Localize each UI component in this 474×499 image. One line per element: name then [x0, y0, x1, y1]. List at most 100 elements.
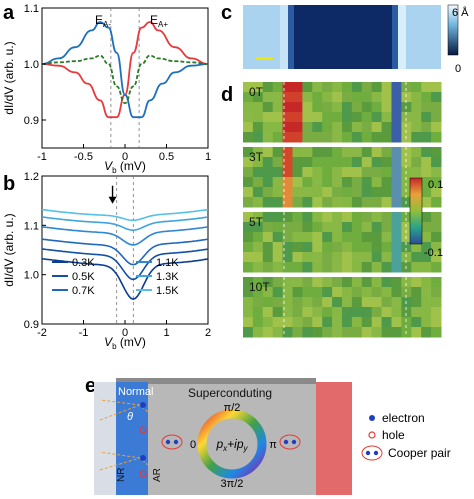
- plot-frame-b: [41, 175, 209, 325]
- wheel-label-left: 0: [190, 439, 196, 451]
- hole-marker: [139, 426, 147, 434]
- y-tick-label: 1.0: [24, 270, 39, 282]
- colorbar-d-max: 0.1: [428, 179, 443, 191]
- panel-c: c 6 Å 0: [221, 2, 469, 75]
- wheel-center-label: px+ipy: [215, 437, 248, 453]
- x-ticks-a: -1 -0.5 0 0.5 1: [37, 144, 211, 163]
- annotation-e-a-plus: EA+: [150, 13, 168, 29]
- field-label: 10T: [249, 280, 270, 294]
- legend-hole-label: hole: [382, 428, 405, 442]
- x-axis-label-b: Vb (mV): [104, 335, 146, 351]
- cooper-pair-right: [279, 434, 301, 450]
- x-tick-label: 0.5: [159, 151, 174, 163]
- legend-label: 1.5K: [156, 285, 179, 297]
- superconductor-top-edge: [116, 378, 316, 384]
- series-group-a: [41, 21, 209, 119]
- x-tick-label: -1: [37, 151, 47, 163]
- colorbar-d-min: -0.1: [424, 247, 443, 259]
- field-label: 3T: [249, 150, 264, 164]
- panel-letter-c: c: [221, 2, 232, 24]
- conductance-map-0T: 0T: [243, 82, 442, 143]
- nr-label: NR: [116, 468, 127, 482]
- legend-b: 0.3K 0.5K 0.7K 1.1K 1.3K 1.5K: [52, 257, 179, 297]
- field-label: 0T: [249, 85, 264, 99]
- plot-frame-a: [41, 7, 209, 149]
- superconductor-block: [116, 382, 316, 495]
- panel-a: a -1 -0.5 0 0.5 1 0.91.01.1 EA- EA+ Vb (mV) …: [2, 2, 211, 175]
- panel-letter-b: b: [3, 173, 15, 195]
- series-line-b-1: [41, 248, 209, 281]
- x-tick-label: -2: [37, 327, 47, 339]
- y-tick-label: 1.1: [24, 3, 39, 15]
- x-tick-label: 1: [205, 151, 211, 163]
- wheel-label-top: π/2: [224, 402, 241, 414]
- legend-electron-icon: [369, 415, 375, 421]
- electron-marker: [140, 402, 146, 408]
- legend-label: 1.1K: [156, 257, 179, 269]
- annotation-e-a-minus: EA-: [95, 13, 111, 29]
- y-ticks-a: 0.9 1.0 1.1: [24, 3, 46, 127]
- topography-map: [243, 5, 441, 69]
- conductance-maps: 0T 3T 5T 10T: [243, 82, 442, 338]
- wheel-label-right: π: [269, 439, 277, 451]
- y-axis-label-a: dI/dV (arb. u.): [2, 41, 16, 114]
- superconducting-label: Superconduting: [188, 386, 272, 400]
- hole-marker: [139, 470, 147, 478]
- legend-cooper-pair-icon: [361, 445, 383, 461]
- theta-label: θ: [127, 411, 133, 423]
- electron-marker: [140, 455, 146, 461]
- legend-electron-label: electron: [382, 411, 425, 425]
- y-tick-label: 0.9: [24, 319, 39, 331]
- conductance-map-5T: 5T: [243, 212, 442, 273]
- legend-label: 1.3K: [156, 271, 179, 283]
- y-ticks-b: 0.9 1.0 1.1 1.2: [24, 171, 46, 331]
- series-line-a-2: [41, 54, 209, 105]
- arrow-icon: [108, 185, 117, 204]
- series-group-b: [41, 208, 209, 300]
- cooper-pair-left: [161, 434, 183, 450]
- series-line-b-2: [41, 238, 209, 266]
- panel-letter-a: a: [3, 2, 15, 24]
- conductance-map-3T: 3T: [243, 147, 442, 208]
- x-axis-label-a: Vb (mV): [104, 159, 146, 175]
- normal-region: [116, 382, 148, 495]
- right-region: [316, 382, 352, 495]
- ar-label: AR: [152, 468, 163, 482]
- x-tick-label: -1: [79, 327, 89, 339]
- legend-e: electron hole Cooper pair: [361, 411, 451, 461]
- phase-wheel: [197, 409, 267, 479]
- series-line-b-5: [41, 208, 209, 222]
- x-tick-label: 1: [163, 327, 169, 339]
- series-line-b-0: [41, 258, 209, 300]
- series-line-b-4: [41, 216, 209, 232]
- legend-label: 0.7K: [72, 285, 95, 297]
- colorbar-c-min: 0: [455, 63, 461, 75]
- x-ticks-b: -2 -1 0 1 2: [37, 320, 211, 339]
- conductance-map-10T: 10T: [243, 277, 442, 338]
- panel-b: b -2 -1 0 1 2 0.9 1.0 1.1 1.2 0.3K 0.5K 0.7K 1.1K 1…: [2, 171, 211, 351]
- panel-letter-d: d: [221, 84, 233, 106]
- x-tick-label: 2: [205, 327, 211, 339]
- y-tick-label: 0.9: [24, 115, 39, 127]
- scale-bar: [256, 57, 273, 60]
- wheel-label-bottom: 3π/2: [221, 478, 244, 490]
- x-tick-label: 0: [122, 151, 128, 163]
- y-tick-label: 1.1: [24, 220, 39, 232]
- field-label: 5T: [249, 215, 264, 229]
- colorbar-c: [447, 4, 459, 56]
- colorbar-c-max: 6 Å: [452, 6, 469, 19]
- guide-lines-a: [110, 8, 140, 148]
- panel-d: d 0T 3T 5T 10T 0.1 -0.1: [221, 82, 443, 338]
- y-axis-label-b: dI/dV (arb. u.): [2, 213, 16, 286]
- panel-letter-e: e: [85, 375, 96, 397]
- series-line-b-3: [41, 226, 209, 246]
- legend-label: 0.5K: [72, 271, 95, 283]
- colorbar-d: [409, 177, 423, 245]
- legend-label: 0.3K: [72, 257, 95, 269]
- panel-e: e Normal Superconduting π/2 0 π 3π/2 px+…: [85, 375, 451, 495]
- y-tick-label: 1.2: [24, 171, 39, 183]
- x-tick-label: 0: [122, 327, 128, 339]
- legend-hole-icon: [368, 431, 376, 439]
- normal-label: Normal: [118, 386, 153, 398]
